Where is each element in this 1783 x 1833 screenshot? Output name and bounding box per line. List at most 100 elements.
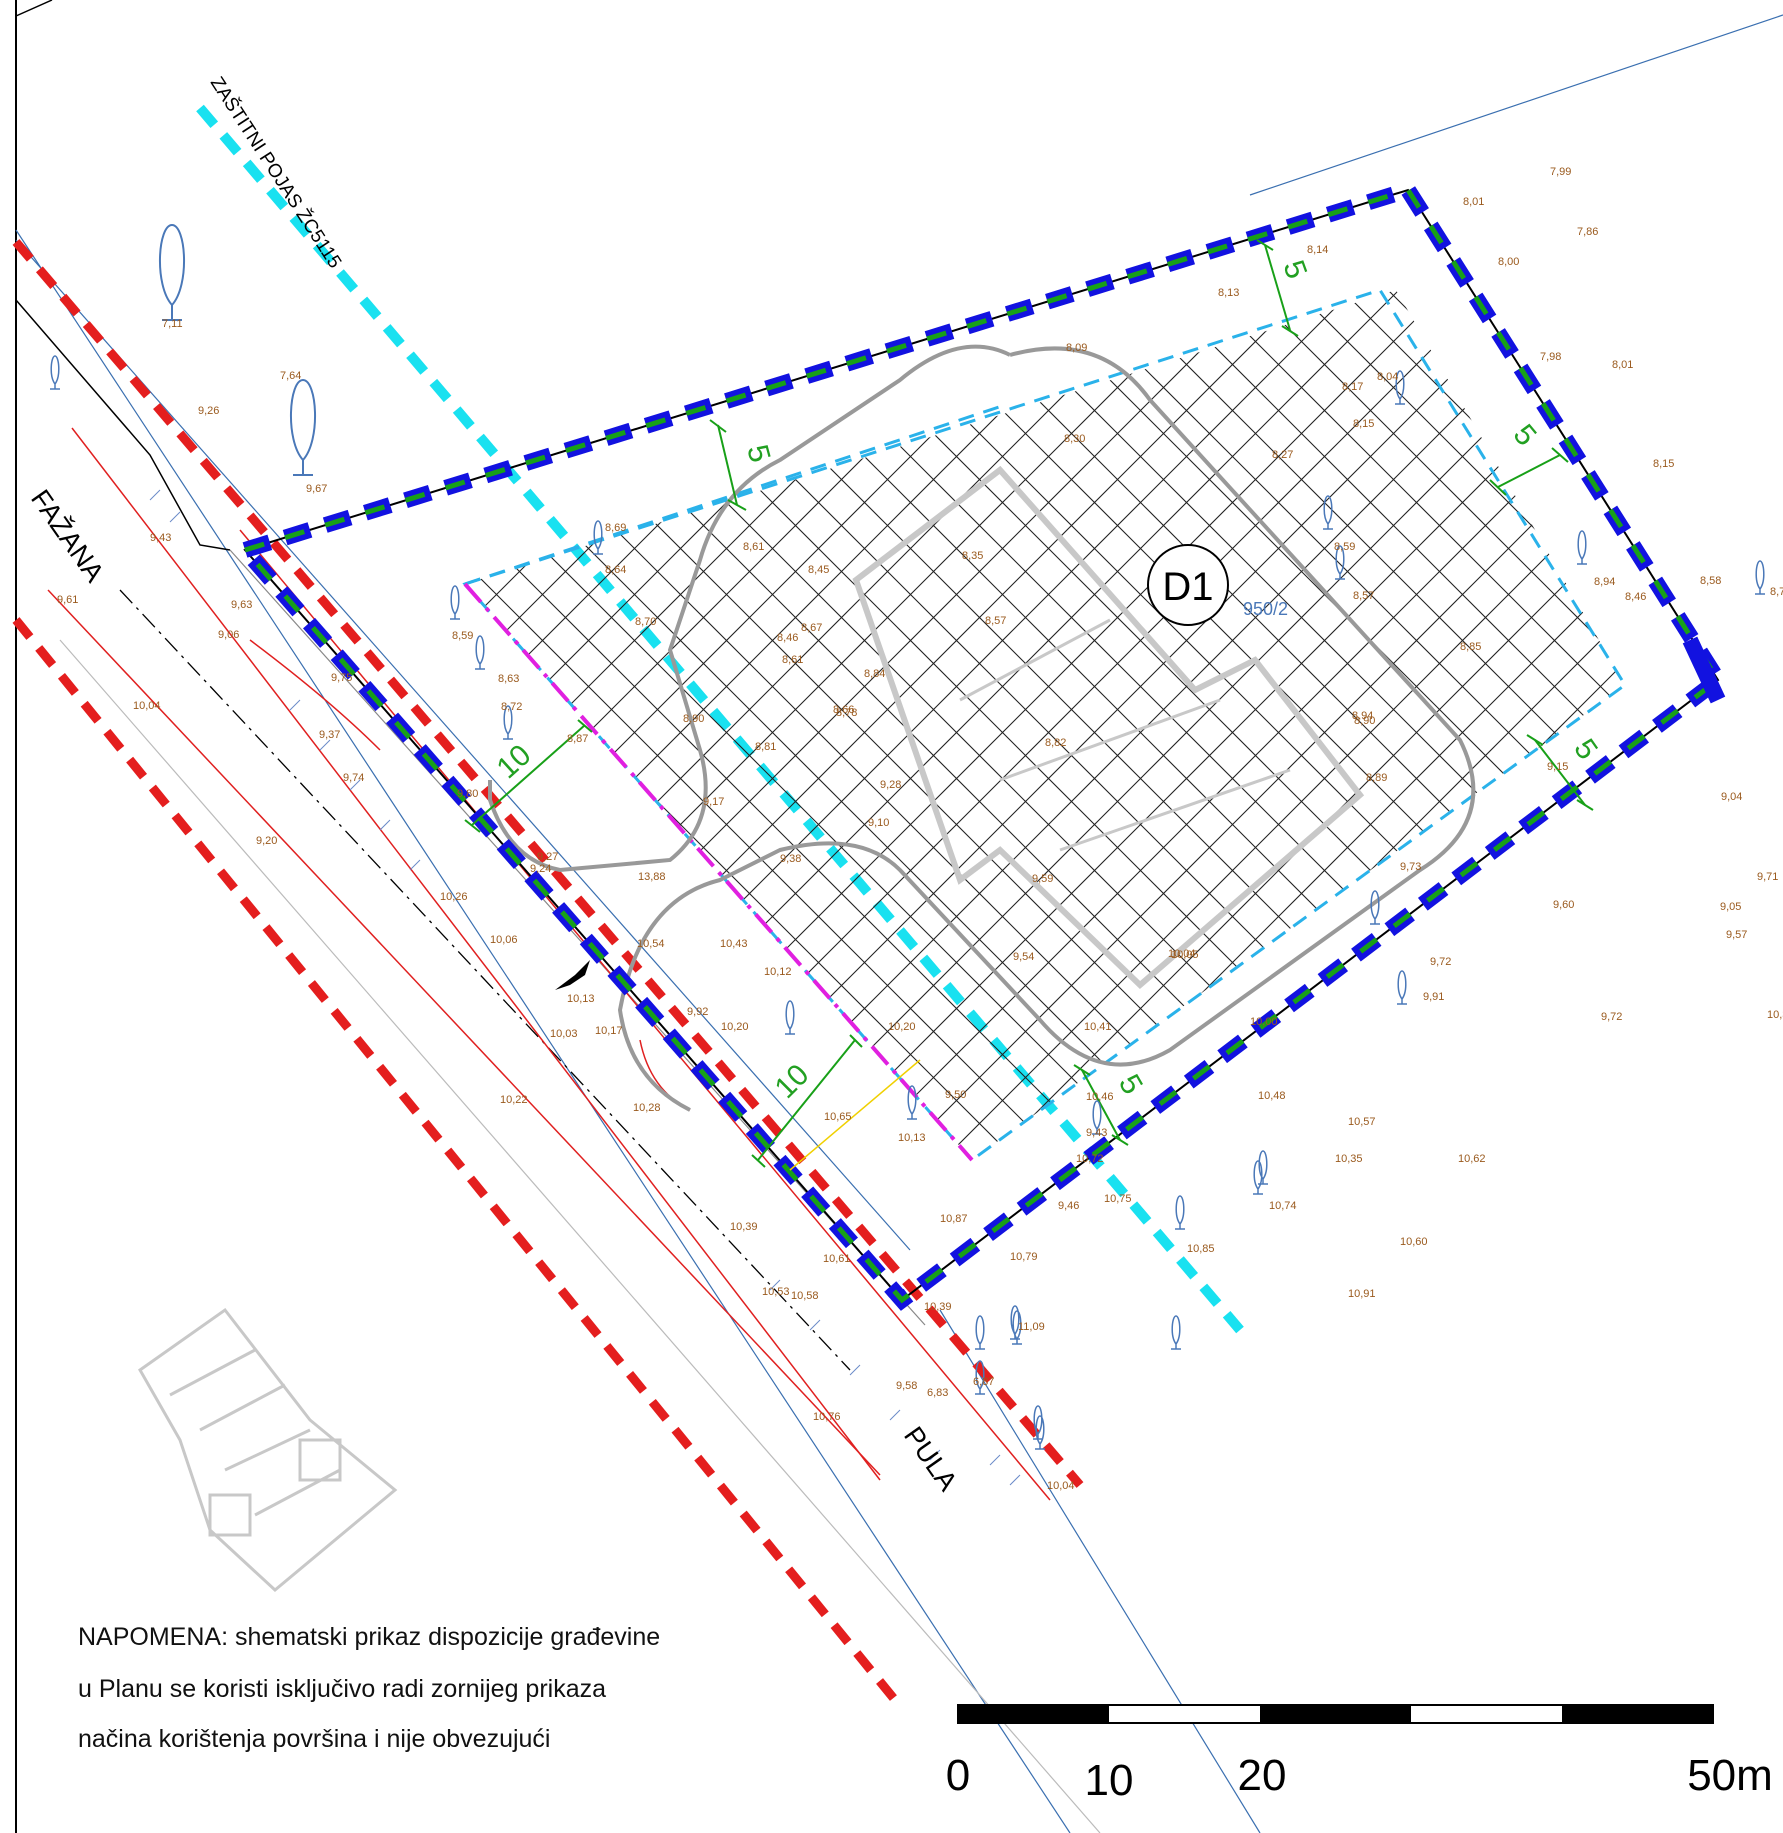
grid-line	[0, 0, 447, 1833]
elevation-label: 9,57	[1726, 929, 1747, 941]
grid-line	[913, 290, 1625, 1160]
tree-icon	[503, 705, 513, 740]
grid-line	[465, 290, 908, 1160]
tree-icon	[1395, 370, 1405, 405]
tree-icon	[907, 1085, 917, 1120]
elevation-label: 8,94	[1352, 710, 1373, 722]
cadastral-lines	[15, 14, 1783, 1833]
elevation-label: 9,15	[1547, 761, 1568, 773]
elevation-label: 8,81	[755, 741, 776, 753]
elevation-label: 9,61	[57, 594, 78, 606]
grid-line	[0, 0, 447, 1833]
elevation-label: 10,03	[550, 1028, 578, 1040]
grid-line	[867, 290, 1625, 1160]
grid-line	[465, 290, 954, 1160]
grid-line	[0, 0, 125, 1833]
parcel-number: 950/2	[1243, 599, 1288, 619]
elevation-label: 8,59	[452, 630, 473, 642]
elevation-label: 10,17	[595, 1025, 623, 1037]
elevation-label: 9,17	[703, 796, 724, 808]
elevation-label: 8,63	[498, 673, 519, 685]
elevation-label: 8,57	[985, 615, 1006, 627]
grid-line	[465, 290, 1184, 1160]
tree-icon	[1755, 560, 1765, 595]
elevation-label: 8,78	[1770, 586, 1783, 598]
grid-line	[465, 290, 1625, 1160]
grid-line	[465, 290, 1368, 1160]
elevation-label: 10,65	[824, 1111, 852, 1123]
neighbour-building	[138, 1307, 398, 1592]
magenta-boundary	[463, 582, 974, 1162]
dimension-value: 5	[740, 441, 776, 466]
elevation-label: 8,57	[1353, 590, 1374, 602]
elevation-label: 8,89	[1366, 772, 1387, 784]
elevation-label: 10,04	[1047, 1480, 1075, 1492]
tree-icon	[593, 520, 603, 555]
elevation-label: 10,13	[567, 993, 595, 1005]
dimension-lines	[471, 244, 1586, 1161]
elevation-label: 8,01	[1463, 196, 1484, 208]
elevation-label: 9,24	[530, 863, 551, 875]
grid-line	[1419, 290, 1625, 1160]
grid-line	[1742, 0, 1783, 1833]
grid-line	[465, 290, 1625, 1160]
elevation-label: 10,06	[490, 934, 518, 946]
grid-line	[465, 290, 1276, 1160]
elevation-label: 10,62	[1458, 1153, 1486, 1165]
tree-icon	[1577, 530, 1587, 565]
grid-line	[1696, 0, 1783, 1833]
tree-icons	[50, 223, 1765, 1450]
grid-line	[1097, 290, 1625, 1160]
elevation-label: 10,72	[1076, 1153, 1104, 1165]
elevation-label: 8,66	[833, 704, 854, 716]
tree-icon	[1171, 1315, 1181, 1350]
tree-icon	[1012, 1310, 1022, 1345]
zone-code: D1	[1162, 565, 1213, 609]
elevation-label: 9,46	[1058, 1200, 1079, 1212]
elevation-label: 7,64	[280, 370, 301, 382]
road-boundary-dashed	[12, 239, 1084, 1703]
note-line-3: načina korištenja površina i nije obvezu…	[78, 1725, 551, 1753]
grid-line	[465, 290, 908, 1160]
elevation-label: 9,58	[896, 1380, 917, 1392]
elevation-label: 7,98	[1540, 351, 1561, 363]
elevation-label: 8,67	[801, 622, 822, 634]
tree-icon	[1323, 495, 1333, 530]
grid-line	[0, 0, 171, 1833]
grid-line	[1235, 290, 1625, 1160]
grid-line	[1235, 290, 1625, 1160]
building-footprint	[852, 465, 1365, 990]
tree-icon	[1397, 970, 1407, 1005]
elevation-label: 10,39	[730, 1221, 758, 1233]
elevation-label: 9,05	[1720, 901, 1741, 913]
elevation-label: 9,59	[1032, 873, 1053, 885]
road-label-fazana: FAŽANA	[25, 484, 111, 588]
grid-line	[1373, 290, 1625, 1160]
grid-line	[959, 290, 1625, 1160]
grid-line	[1603, 290, 1625, 1160]
zone-marker	[1147, 544, 1229, 626]
grid-line	[465, 290, 1625, 1160]
elevation-label: 9,91	[1423, 991, 1444, 1003]
grid-line	[1650, 0, 1783, 1833]
tree-icon	[50, 355, 60, 390]
elevation-label: 10,20	[721, 1021, 749, 1033]
note-line-2: u Planu se koristi isključivo radi zorni…	[78, 1675, 606, 1703]
elevation-label: 8,00	[1498, 256, 1519, 268]
elevation-label: 9,38	[780, 853, 801, 865]
elevation-label: 9,73	[1400, 861, 1421, 873]
tree-icon	[1370, 890, 1380, 925]
grid-line	[465, 290, 954, 1160]
elevation-label: 9,06	[218, 629, 239, 641]
elevation-label: 9,74	[343, 772, 364, 784]
note-line-1: NAPOMENA: shematski prikaz dispozicije g…	[78, 1623, 660, 1651]
grid-line	[0, 0, 217, 1833]
road-hatch	[149, 489, 1021, 1486]
property-boundary	[230, 180, 1729, 1311]
grid-line	[465, 290, 1460, 1160]
grid-line	[465, 290, 1625, 1160]
tree-icon	[1010, 1305, 1020, 1340]
elevation-label: 10,57	[1348, 1116, 1376, 1128]
elevation-label: 8,61	[782, 654, 803, 666]
elevation-label: 9,37	[319, 729, 340, 741]
